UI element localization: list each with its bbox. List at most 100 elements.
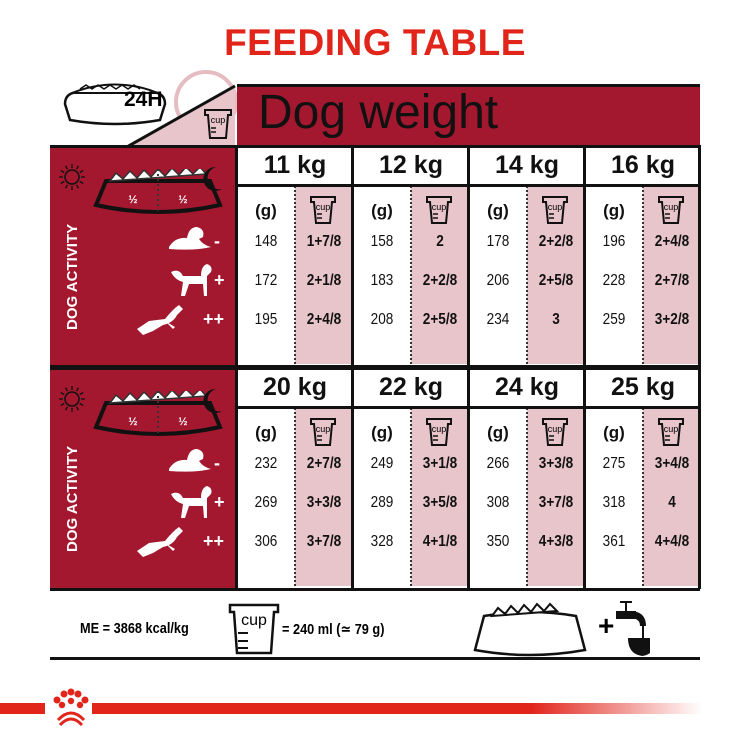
cup-icon: cup bbox=[228, 603, 280, 655]
weight-header: 25 kg bbox=[611, 373, 675, 401]
grams-unit-label: (g) bbox=[255, 201, 277, 220]
grams-value: 308 bbox=[486, 494, 510, 511]
cup-value: 2+2/8 bbox=[538, 233, 574, 250]
column-divider bbox=[467, 145, 470, 367]
brand-line-left bbox=[0, 703, 45, 714]
dog-standing-icon bbox=[165, 260, 215, 305]
activity-level: ++ bbox=[203, 531, 225, 551]
cup-column-background bbox=[411, 186, 469, 364]
grams-value: 195 bbox=[254, 311, 278, 328]
cup-value: 2+4/8 bbox=[654, 233, 690, 250]
bowl-icon bbox=[473, 602, 587, 657]
grams-value: 361 bbox=[602, 533, 626, 550]
column-dotted-divider bbox=[294, 186, 296, 364]
cup-column-background bbox=[527, 186, 585, 364]
svg-text:½: ½ bbox=[178, 194, 187, 206]
dog-running-icon bbox=[135, 299, 185, 344]
grams-value: 196 bbox=[602, 233, 626, 250]
svg-text:½: ½ bbox=[128, 416, 137, 428]
cup-value: 2+5/8 bbox=[422, 311, 458, 328]
column-divider bbox=[698, 145, 701, 367]
cup-value: 2+7/8 bbox=[654, 272, 690, 289]
cup-column-background bbox=[643, 408, 701, 586]
grams-value: 172 bbox=[254, 272, 278, 289]
cup-equivalence: = 240 ml (≃ 79 g) bbox=[282, 621, 385, 638]
grams-value: 328 bbox=[370, 533, 394, 550]
cup-value: 3+1/8 bbox=[422, 455, 458, 472]
grams-value: 208 bbox=[370, 311, 394, 328]
split-bowl-icon: ½ ½ bbox=[88, 381, 228, 446]
bowl-icon bbox=[63, 83, 167, 126]
column-divider bbox=[235, 367, 238, 590]
plus-sign: + bbox=[598, 610, 614, 641]
svg-text:cup: cup bbox=[432, 424, 447, 434]
block-top-divider bbox=[50, 367, 700, 370]
svg-text:cup: cup bbox=[664, 202, 679, 212]
column-divider bbox=[583, 145, 586, 367]
grams-unit-label: (g) bbox=[255, 423, 277, 442]
column-dotted-divider bbox=[294, 408, 296, 586]
dog-lying-icon bbox=[165, 221, 215, 266]
svg-text:cup: cup bbox=[548, 202, 563, 212]
block-top-divider bbox=[50, 145, 700, 148]
cup-value: 2+7/8 bbox=[306, 455, 342, 472]
weight-header: 12 kg bbox=[379, 151, 443, 179]
cup-icon: cup bbox=[425, 417, 453, 452]
water-tap-icon bbox=[616, 601, 650, 660]
page-title: FEEDING TABLE bbox=[224, 22, 526, 63]
block-divider bbox=[50, 365, 700, 368]
grams-value: 306 bbox=[254, 533, 278, 550]
cup-value: 3 bbox=[552, 311, 560, 328]
grams-value: 183 bbox=[370, 272, 394, 289]
cup-value: 2+2/8 bbox=[422, 272, 458, 289]
sun-icon bbox=[58, 163, 86, 196]
column-dotted-divider bbox=[526, 408, 528, 586]
cup-value: 3+7/8 bbox=[306, 533, 342, 550]
grams-value: 289 bbox=[370, 494, 394, 511]
cup-icon: cup bbox=[309, 417, 337, 452]
cup-value: 3+3/8 bbox=[538, 455, 574, 472]
cup-value: 3+3/8 bbox=[306, 494, 342, 511]
dog-weight-header bbox=[237, 84, 700, 145]
grams-value: 148 bbox=[254, 233, 278, 250]
grams-unit-label: (g) bbox=[603, 423, 625, 442]
cup-icon: cup bbox=[541, 195, 569, 230]
svg-text:cup: cup bbox=[241, 612, 267, 629]
cup-column-background bbox=[527, 408, 585, 586]
activity-level: - bbox=[214, 231, 220, 251]
column-dotted-divider bbox=[410, 186, 412, 364]
grams-value: 266 bbox=[486, 455, 510, 472]
cup-value: 4 bbox=[668, 494, 676, 511]
dog-weight-label: Dog weight bbox=[258, 86, 499, 139]
svg-text:½: ½ bbox=[178, 416, 187, 428]
grams-unit-label: (g) bbox=[371, 423, 393, 442]
cup-value: 1+7/8 bbox=[306, 233, 342, 250]
grams-value: 249 bbox=[370, 455, 394, 472]
column-divider bbox=[698, 367, 701, 589]
column-divider bbox=[351, 145, 354, 367]
grams-unit-label: (g) bbox=[487, 423, 509, 442]
dog-activity-label: DOG ACTIVITY bbox=[64, 223, 81, 330]
grams-value: 318 bbox=[602, 494, 626, 511]
cup-icon: cup bbox=[425, 195, 453, 230]
cup-icon: cup bbox=[657, 417, 685, 452]
column-dotted-divider bbox=[410, 408, 412, 586]
weight-header: 24 kg bbox=[495, 373, 559, 401]
cup-column-background bbox=[295, 186, 353, 364]
column-dotted-divider bbox=[526, 186, 528, 364]
weight-row-divider bbox=[236, 184, 700, 187]
weight-header: 22 kg bbox=[379, 373, 443, 401]
dog-standing-icon bbox=[165, 482, 215, 527]
svg-text:cup: cup bbox=[664, 424, 679, 434]
weight-header: 11 kg bbox=[263, 151, 327, 179]
column-dotted-divider bbox=[642, 408, 644, 586]
svg-text:cup: cup bbox=[432, 202, 447, 212]
cup-column-background bbox=[295, 408, 353, 586]
cup-value: 2+4/8 bbox=[306, 311, 342, 328]
svg-text:cup: cup bbox=[548, 424, 563, 434]
cup-value: 4+3/8 bbox=[538, 533, 574, 550]
cup-icon: cup bbox=[204, 109, 232, 139]
activity-level: - bbox=[214, 453, 220, 473]
svg-text:cup: cup bbox=[316, 424, 331, 434]
